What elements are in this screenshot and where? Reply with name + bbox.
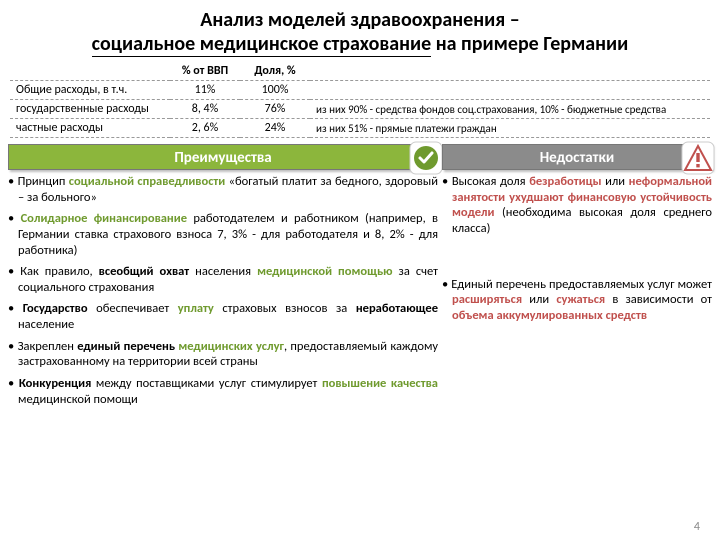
cell-gdp: 8, 4% [170,100,240,119]
cell-note: из них 90% - средства фондов соц.страхов… [310,100,710,119]
cell-share: 76% [240,100,310,119]
content-columns: Принцип социальной справедливости «богат… [0,174,720,413]
cell-name: государственные расходы [10,100,170,119]
slide-title: Анализ моделей здравоохранения – социаль… [0,0,720,60]
disadvantages-list: Высокая доля безработицы или неформально… [442,174,712,323]
cell-gdp: 11% [170,81,240,100]
cell-note: из них 51% - прямые платежи граждан [310,119,710,138]
title-line2: социальное медицинское страхование [92,32,432,57]
th-name [10,62,170,81]
warning-icon [681,141,715,175]
list-item: Государство обеспечивает уплату страховы… [8,301,438,332]
th-share: Доля, % [240,62,310,81]
cell-name: Общие расходы, в т.ч. [10,81,170,100]
table-row: частные расходы2, 6%24%из них 51% - прям… [10,119,710,138]
list-item: Конкуренция между поставщиками услуг сти… [8,376,438,407]
advantages-banner: Преимущества [8,144,438,170]
list-item: Как правило, всеобщий охват населения ме… [8,264,438,295]
list-item: Закреплен единый перечень медицинских ус… [8,339,438,370]
cell-share: 100% [240,81,310,100]
list-item: Принцип социальной справедливости «богат… [8,174,438,205]
disadvantages-title: Недостатки [540,149,615,167]
list-item: Высокая доля безработицы или неформально… [442,174,712,237]
cell-share: 24% [240,119,310,138]
page-number: 4 [694,520,700,534]
table-header-row: % от ВВП Доля, % [10,62,710,81]
title-line1: Анализ моделей здравоохранения – [200,8,519,32]
advantages-list: Принцип социальной справедливости «богат… [8,174,438,407]
title-tail: на примере Германии [431,32,628,56]
cell-gdp: 2, 6% [170,119,240,138]
table-row: Общие расходы, в т.ч.11%100% [10,81,710,100]
disadvantages-column: Высокая доля безработицы или неформально… [442,174,712,413]
banners-row: Преимущества Недостатки [0,144,720,174]
table-row: государственные расходы8, 4%76%из них 90… [10,100,710,119]
cell-name: частные расходы [10,119,170,138]
disadvantages-banner: Недостатки [442,144,712,170]
list-item: Единый перечень предоставляемых услуг мо… [442,277,712,324]
th-note [310,62,710,81]
list-item: Солидарное финансирование работодателем … [8,211,438,258]
cell-note [310,81,710,100]
advantages-column: Принцип социальной справедливости «богат… [8,174,438,413]
expenses-table: % от ВВП Доля, % Общие расходы, в т.ч.11… [10,62,710,138]
advantages-title: Преимущества [174,149,271,167]
check-icon [409,141,443,175]
th-gdp: % от ВВП [170,62,240,81]
